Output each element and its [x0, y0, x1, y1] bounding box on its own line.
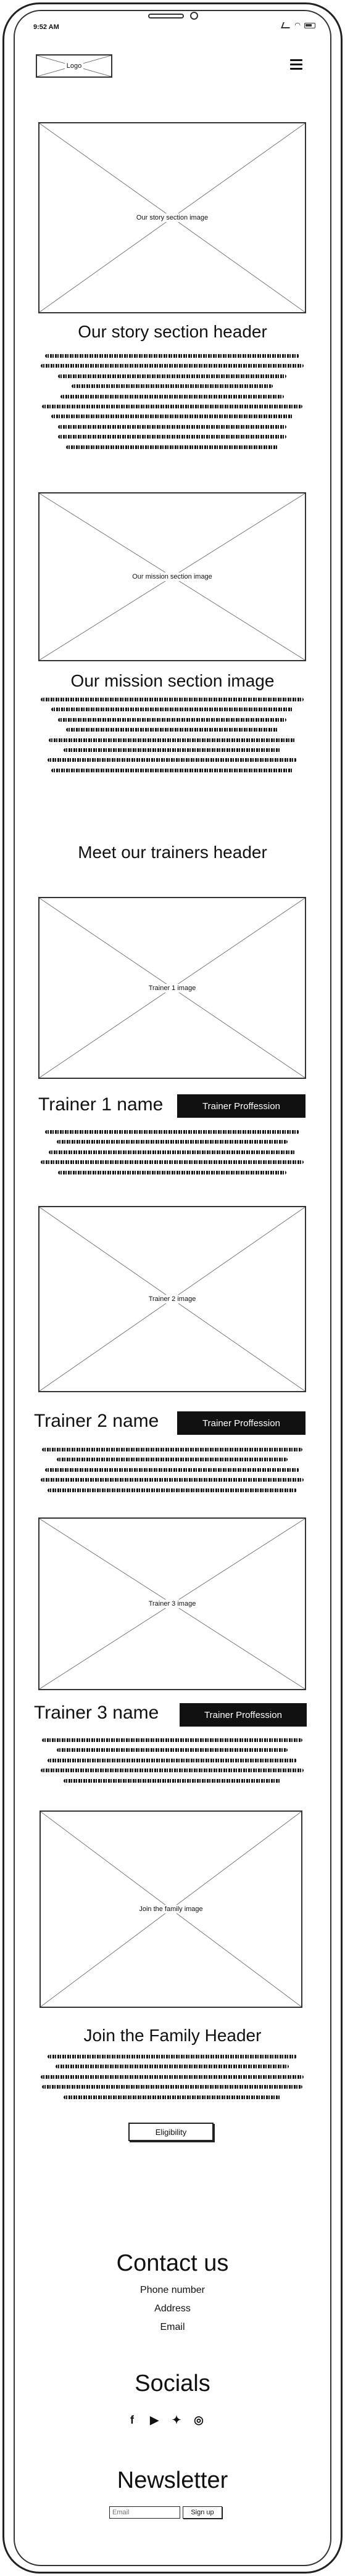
- trainer-3-name: Trainer 3 name: [34, 1703, 159, 1723]
- trainer-2-image-label: Trainer 2 image: [146, 1295, 198, 1303]
- logo[interactable]: Logo: [36, 54, 112, 78]
- instagram-icon[interactable]: ◎: [194, 2414, 204, 2426]
- eligibility-button[interactable]: Eligibility: [128, 2123, 214, 2141]
- status-icons: ◠: [281, 22, 315, 29]
- trainer-1-text: [39, 1130, 305, 1181]
- mission-image-label: Our mission section image: [130, 572, 214, 581]
- youtube-icon[interactable]: ▶: [150, 2414, 159, 2426]
- battery-icon: [304, 22, 315, 28]
- story-text: [39, 354, 305, 455]
- socials-heading: Socials: [135, 2371, 210, 2396]
- mission-image: Our mission section image: [38, 492, 306, 661]
- family-image: Join the family image: [39, 1810, 302, 2008]
- story-image: Our story section image: [38, 122, 306, 313]
- trainer-1-profession-badge: Trainer Proffession: [177, 1094, 306, 1118]
- family-heading: Join the Family Header: [83, 2026, 262, 2045]
- trainers-heading: Meet our trainers header: [78, 843, 267, 862]
- signal-icon: [281, 22, 293, 28]
- mission-text: [39, 698, 305, 778]
- trainer-2-name: Trainer 2 name: [34, 1411, 159, 1431]
- family-image-label: Join the family image: [137, 1905, 205, 1913]
- newsletter-email-input[interactable]: [109, 2506, 180, 2519]
- trainer-1-image: Trainer 1 image: [38, 897, 306, 1079]
- wifi-icon: ◠: [294, 22, 301, 29]
- trainer-3-image: Trainer 3 image: [38, 1517, 306, 1690]
- story-heading: Our story section header: [78, 322, 267, 341]
- trainer-2-image: Trainer 2 image: [38, 1206, 306, 1392]
- speaker-icon: [148, 14, 184, 19]
- trainer-2-text: [39, 1448, 305, 1498]
- contact-heading: Contact us: [116, 2250, 229, 2276]
- status-time: ‪9:52 AM: [33, 23, 59, 31]
- newsletter-heading: Newsletter: [117, 2467, 228, 2493]
- twitter-icon[interactable]: ✦: [172, 2414, 181, 2426]
- signup-button[interactable]: Sign up: [183, 2506, 222, 2519]
- trainer-2-profession-badge: Trainer Proffession: [177, 1411, 306, 1435]
- story-image-label: Our story section image: [134, 213, 210, 222]
- family-text: [39, 2055, 305, 2105]
- trainer-1-name: Trainer 1 name: [38, 1094, 164, 1115]
- camera-icon: [189, 12, 198, 20]
- logo-label: Logo: [64, 62, 84, 70]
- hamburger-icon[interactable]: [290, 59, 302, 70]
- social-icons: f ▶ ✦ ◎: [125, 2414, 206, 2427]
- mission-heading: Our mission section image: [70, 671, 275, 690]
- trainer-3-text: [39, 1738, 305, 1789]
- contact-email[interactable]: Email: [160, 2322, 185, 2332]
- trainer-3-profession-badge: Trainer Proffession: [180, 1703, 307, 1727]
- phone-notch: [136, 11, 210, 21]
- contact-phone[interactable]: Phone number: [140, 2285, 205, 2295]
- contact-address: Address: [154, 2303, 191, 2314]
- facebook-icon[interactable]: f: [130, 2414, 134, 2426]
- trainer-3-image-label: Trainer 3 image: [146, 1600, 198, 1608]
- trainer-1-image-label: Trainer 1 image: [146, 983, 198, 993]
